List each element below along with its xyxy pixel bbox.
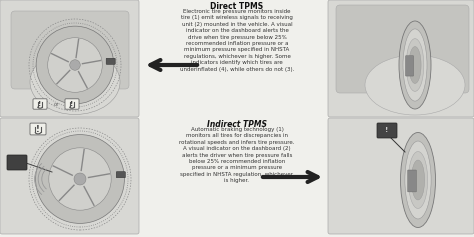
Text: !: ! bbox=[38, 101, 42, 107]
Ellipse shape bbox=[409, 151, 428, 209]
Ellipse shape bbox=[49, 148, 111, 210]
FancyBboxPatch shape bbox=[106, 58, 115, 64]
Ellipse shape bbox=[401, 132, 436, 228]
Ellipse shape bbox=[36, 26, 114, 104]
Ellipse shape bbox=[403, 29, 427, 101]
FancyBboxPatch shape bbox=[65, 99, 79, 109]
FancyBboxPatch shape bbox=[116, 172, 125, 178]
Ellipse shape bbox=[70, 60, 80, 70]
Ellipse shape bbox=[406, 39, 424, 91]
FancyBboxPatch shape bbox=[0, 0, 139, 117]
Ellipse shape bbox=[405, 141, 431, 219]
Ellipse shape bbox=[399, 21, 431, 109]
Text: Automatic braking technology (1)
monitors all tires for discrepancies in
rotatio: Automatic braking technology (1) monitor… bbox=[179, 127, 295, 183]
Ellipse shape bbox=[30, 50, 120, 114]
FancyBboxPatch shape bbox=[328, 118, 474, 234]
Ellipse shape bbox=[409, 46, 421, 83]
FancyBboxPatch shape bbox=[377, 123, 397, 138]
Text: Indirect TPMS: Indirect TPMS bbox=[207, 120, 267, 129]
FancyBboxPatch shape bbox=[7, 155, 27, 170]
Ellipse shape bbox=[365, 55, 465, 115]
FancyBboxPatch shape bbox=[30, 123, 46, 135]
Text: !: ! bbox=[70, 101, 73, 107]
Ellipse shape bbox=[411, 160, 425, 200]
Ellipse shape bbox=[36, 135, 124, 223]
Ellipse shape bbox=[48, 38, 102, 92]
Text: Direct TPMS: Direct TPMS bbox=[210, 2, 264, 11]
FancyBboxPatch shape bbox=[336, 5, 469, 93]
FancyBboxPatch shape bbox=[0, 118, 139, 234]
Text: or: or bbox=[54, 101, 60, 106]
Text: !: ! bbox=[36, 125, 40, 134]
Ellipse shape bbox=[74, 173, 86, 185]
FancyBboxPatch shape bbox=[33, 99, 47, 109]
Text: Electronic tire pressure monitors inside
tire (1) emit wireless signals to recei: Electronic tire pressure monitors inside… bbox=[180, 9, 294, 72]
Text: !: ! bbox=[385, 127, 389, 133]
FancyBboxPatch shape bbox=[408, 170, 416, 192]
FancyBboxPatch shape bbox=[11, 11, 129, 89]
FancyBboxPatch shape bbox=[406, 56, 414, 76]
FancyBboxPatch shape bbox=[328, 0, 474, 117]
